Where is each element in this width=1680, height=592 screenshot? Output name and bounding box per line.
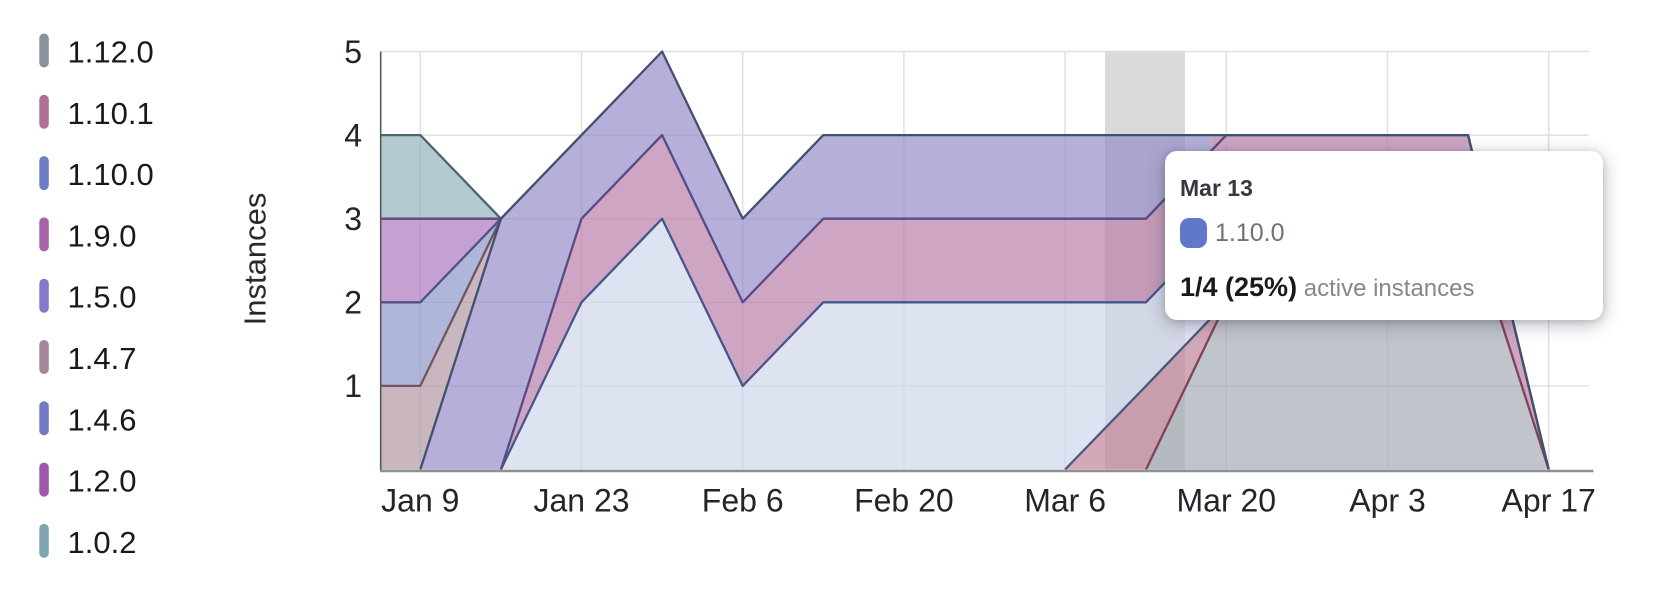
svg-text:Jan 9: Jan 9 <box>381 483 459 519</box>
svg-text:1.4.7: 1.4.7 <box>68 341 137 376</box>
svg-text:4: 4 <box>344 117 362 153</box>
svg-text:Mar 20: Mar 20 <box>1177 483 1277 519</box>
svg-text:3: 3 <box>344 201 362 237</box>
svg-text:Feb 6: Feb 6 <box>702 483 784 519</box>
svg-text:1: 1 <box>344 368 362 404</box>
svg-text:1.12.0: 1.12.0 <box>68 35 154 70</box>
svg-text:Jan 23: Jan 23 <box>533 483 629 519</box>
svg-text:1.10.1: 1.10.1 <box>68 96 154 131</box>
svg-text:1.2.0: 1.2.0 <box>68 464 137 499</box>
svg-text:2: 2 <box>344 285 362 321</box>
svg-text:Instances: Instances <box>238 193 273 326</box>
svg-text:5: 5 <box>344 34 362 70</box>
svg-text:1.0.2: 1.0.2 <box>68 525 137 560</box>
svg-text:1.5.0: 1.5.0 <box>68 280 137 315</box>
svg-text:1.9.0: 1.9.0 <box>68 218 137 253</box>
svg-text:Mar 6: Mar 6 <box>1024 483 1106 519</box>
svg-text:1.10.0: 1.10.0 <box>68 157 154 192</box>
svg-text:Apr 17: Apr 17 <box>1502 483 1596 519</box>
svg-text:Feb 20: Feb 20 <box>854 483 954 519</box>
svg-text:Apr 3: Apr 3 <box>1349 483 1425 519</box>
svg-text:1.4.6: 1.4.6 <box>68 402 137 437</box>
